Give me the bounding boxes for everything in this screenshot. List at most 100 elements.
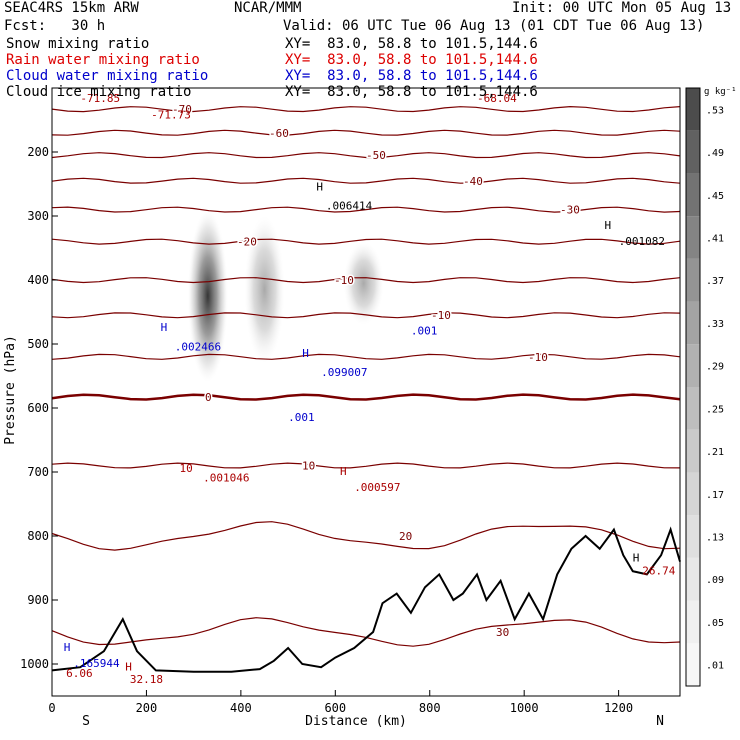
contour-label: -60	[269, 127, 289, 140]
valid-time: Valid: 06 UTC Tue 06 Aug 13 (01 CDT Tue …	[283, 18, 705, 34]
colorbar-label: .45	[706, 191, 724, 202]
annotation-label: .165944	[73, 657, 120, 670]
temperature-contour	[51, 521, 681, 551]
annotation-label: .000597	[354, 481, 400, 494]
y-tick-label: 600	[27, 401, 49, 415]
colorbar-swatch	[686, 344, 700, 387]
colorbar-swatch	[686, 216, 700, 259]
y-tick-label: 500	[27, 337, 49, 351]
contour-label: -20	[237, 236, 257, 249]
field-xy-cloudwater: XY= 83.0, 58.8 to 101.5,144.6	[285, 68, 538, 84]
colorbar-frame	[685, 87, 701, 687]
colorbar-swatch	[686, 387, 700, 430]
temperature-contour	[51, 353, 681, 360]
temperature-contour	[51, 238, 681, 245]
center-title: NCAR/MMM	[234, 0, 302, 16]
temperature-contour	[51, 393, 681, 401]
temperature-contour	[51, 177, 681, 184]
contour-label: -50	[366, 149, 386, 162]
annotation-label: -68.04	[477, 92, 517, 105]
colorbar-label: .25	[706, 404, 724, 415]
forecast-hour: Fcst: 30 h	[4, 18, 106, 34]
north-label: N	[656, 714, 664, 729]
annotation-label: 10	[179, 462, 192, 475]
colorbar-swatch	[686, 429, 700, 473]
colorbar-label: .37	[706, 276, 724, 287]
colorbar-label: .13	[706, 533, 724, 544]
model-title: SEAC4RS 15km ARW	[4, 0, 139, 16]
init-time: Init: 00 UTC Mon 05 Aug 13	[512, 0, 732, 16]
snow-core	[187, 209, 228, 383]
colorbar-label: .21	[706, 447, 724, 458]
colorbar-label: .01	[706, 661, 724, 672]
field-name-cloudice: Cloud ice mixing ratio	[6, 84, 192, 100]
colorbar-swatch	[686, 258, 700, 302]
contour-label: -10	[431, 309, 451, 322]
annotation-label: .006414	[326, 200, 373, 213]
annotation-label: 32.18	[130, 673, 163, 686]
y-tick-label: 900	[27, 593, 49, 607]
temperature-contour	[51, 277, 681, 284]
x-tick-label: 1200	[604, 701, 633, 715]
y-tick-label: 1000	[20, 657, 49, 671]
y-axis-label: Pressure (hPa)	[3, 335, 18, 445]
contour-label: -30	[560, 204, 580, 217]
contour-label: -10	[334, 274, 354, 287]
temperature-contour	[51, 462, 681, 469]
contour-label: -70	[172, 103, 192, 116]
y-tick-label: 200	[27, 145, 49, 159]
y-tick-label: 700	[27, 465, 49, 479]
terrain-line	[51, 526, 681, 673]
colorbar-swatch	[686, 557, 700, 601]
colorbar-label: .29	[706, 362, 724, 373]
contour-label: -10	[528, 351, 548, 364]
temperature-contour	[51, 206, 681, 213]
colorbar-swatch	[686, 643, 700, 686]
annotation-label: -71.73	[151, 109, 191, 122]
south-label: S	[82, 714, 90, 729]
snow-core	[244, 216, 285, 364]
colorbar-label: .41	[706, 234, 724, 245]
annotation-label: .001	[288, 411, 315, 424]
field-xy-snow: XY= 83.0, 58.8 to 101.5,144.6	[285, 36, 538, 52]
colorbar-label: .53	[706, 105, 724, 116]
annotation-label: -71.85	[80, 92, 120, 105]
colorbar-swatch	[686, 301, 700, 345]
annotation-label: H	[302, 347, 309, 360]
field-name-rain: Rain water mixing ratio	[6, 52, 200, 68]
annotation-label: .002466	[175, 340, 221, 353]
annotation-label: H	[604, 219, 611, 232]
colorbar-label: .09	[706, 575, 724, 586]
x-tick-label: 0	[48, 701, 55, 715]
plot-frame	[51, 87, 681, 697]
contour-label: 20	[399, 530, 412, 543]
temperature-contour	[51, 105, 681, 113]
colorbar-label: .33	[706, 319, 724, 330]
x-tick-label: 200	[136, 701, 158, 715]
colorbar-swatch	[686, 515, 700, 558]
colorbar-label: .17	[706, 490, 724, 501]
temperature-contour	[51, 312, 681, 319]
annotation-label: .001	[411, 324, 438, 337]
colorbar-swatch	[686, 173, 700, 217]
temperature-contour	[51, 152, 681, 159]
x-tick-label: 400	[230, 701, 252, 715]
colorbar-swatch	[686, 88, 700, 131]
snow-core	[343, 241, 384, 325]
annotation-label: H	[161, 321, 168, 334]
annotation-label: H	[64, 641, 71, 654]
colorbar-label: .49	[706, 148, 724, 159]
x-tick-label: 600	[324, 701, 346, 715]
annotation-label: 6.06	[66, 667, 93, 680]
colorbar-label: .05	[706, 618, 724, 629]
field-name-snow: Snow mixing ratio	[6, 36, 150, 52]
annotation-label: H	[316, 180, 323, 193]
y-tick-label: 400	[27, 273, 49, 287]
field-xy-rain: XY= 83.0, 58.8 to 101.5,144.6	[285, 52, 538, 68]
annotation-label: .099007	[321, 366, 367, 379]
field-xy-cloudice: XY= 83.0, 58.8 to 101.5,144.6	[285, 84, 538, 100]
x-axis-label: Distance (km)	[305, 714, 407, 729]
temperature-contour	[51, 617, 681, 647]
colorbar-swatch	[686, 472, 700, 516]
annotation-label: H	[340, 465, 347, 478]
